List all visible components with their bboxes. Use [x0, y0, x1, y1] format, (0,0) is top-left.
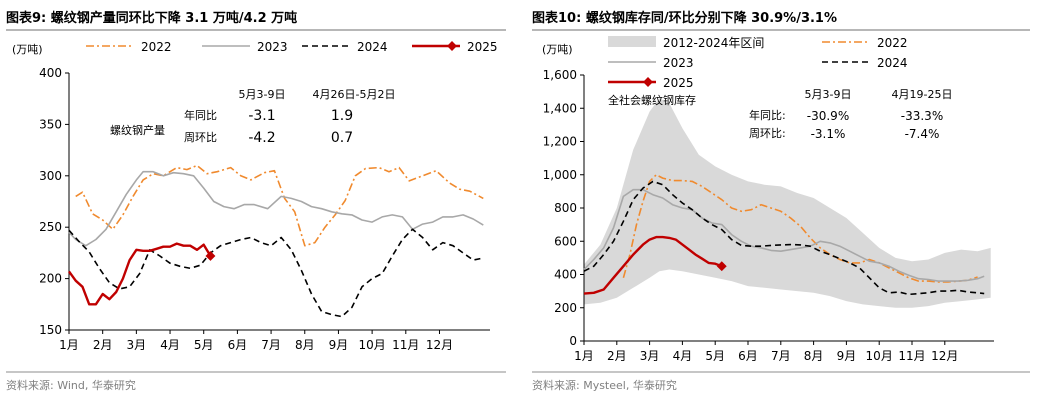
y-tick-label: 800 — [554, 201, 577, 215]
chart-title-prefix: 图表10: — [532, 10, 586, 26]
chart-title: 图表9: 螺纹钢产量同环比下降 3.1 万吨/4.2 万吨 — [6, 10, 297, 26]
annotation-header-previous: 4月19-25日 — [892, 88, 953, 101]
legend-marker-2025 — [447, 41, 457, 51]
chart-title-text: 螺纹钢库存同/环比分别下降 30.9%/3.1% — [586, 10, 837, 26]
y-tick-label: 150 — [39, 323, 62, 337]
legend-label: 2023 — [663, 56, 694, 70]
x-tick-label: 5月 — [705, 349, 725, 363]
chart-title-prefix: 图表9: — [6, 10, 51, 26]
legend-label: 2022 — [877, 36, 908, 50]
x-tick-label: 1月 — [574, 349, 594, 363]
y-tick-label: 250 — [39, 220, 62, 234]
annotation-value-current: -3.1% — [811, 127, 846, 141]
legend-label: 2025 — [467, 40, 498, 54]
annotation-value-current: -3.1 — [248, 108, 275, 124]
annotation-value-previous: 0.7 — [331, 130, 353, 146]
x-tick-label: 7月 — [261, 338, 281, 352]
x-tick-label: 6月 — [228, 338, 248, 352]
annotation-row-label: 周环比: — [749, 127, 786, 140]
y-axis-unit: (万吨) — [12, 43, 43, 56]
legend-label: 2024 — [877, 56, 908, 70]
series-line-2025 — [583, 235, 723, 295]
y-tick-label: 1,000 — [543, 168, 577, 182]
series-line-2022 — [622, 174, 978, 283]
y-tick-label: 200 — [554, 301, 577, 315]
annotation-value-current: -30.9% — [807, 109, 849, 123]
x-tick-label: 1月 — [59, 338, 79, 352]
legend-marker-2025 — [643, 77, 653, 87]
source-note: 资料来源: Wind, 华泰研究 — [6, 378, 136, 392]
x-tick-label: 10月 — [358, 338, 385, 352]
x-tick-label: 4月 — [673, 349, 693, 363]
annotation-row-label: 年同比 — [184, 108, 217, 122]
legend-label: 2012-2024年区间 — [663, 36, 764, 50]
x-tick-label: 11月 — [898, 349, 925, 363]
legend-label: 2023 — [257, 40, 288, 54]
x-tick-label: 12月 — [426, 338, 453, 352]
y-tick-label: 400 — [554, 268, 577, 282]
annotation-header-previous: 4月26日-5月2日 — [313, 88, 396, 101]
annotation-value-previous: -33.3% — [901, 109, 943, 123]
x-tick-label: 8月 — [295, 338, 315, 352]
y-axis-unit: (万吨) — [542, 43, 573, 56]
x-tick-label: 2月 — [93, 338, 113, 352]
y-tick-label: 1,200 — [543, 135, 577, 149]
range-band — [584, 98, 991, 308]
annotation-value-previous: 1.9 — [331, 108, 353, 124]
x-tick-label: 5月 — [194, 338, 214, 352]
series-end-marker-2025 — [205, 251, 216, 261]
x-tick-label: 4月 — [160, 338, 180, 352]
x-tick-label: 7月 — [771, 349, 791, 363]
annotation-row-label: 年同比: — [749, 108, 786, 122]
x-tick-label: 2月 — [607, 349, 627, 363]
annotation-value-current: -4.2 — [248, 130, 275, 146]
x-tick-label: 8月 — [804, 349, 824, 363]
source-note: 资料来源: Mysteel, 华泰研究 — [532, 378, 677, 392]
x-tick-label: 3月 — [127, 338, 147, 352]
y-tick-label: 1,400 — [543, 101, 577, 115]
x-tick-label: 9月 — [837, 349, 857, 363]
y-tick-label: 1,600 — [543, 68, 577, 82]
x-tick-label: 6月 — [738, 349, 758, 363]
annotation-row-label: 周环比 — [184, 131, 217, 144]
chart-title: 图表10: 螺纹钢库存同/环比分别下降 30.9%/3.1% — [532, 10, 837, 26]
series-line-2024 — [68, 228, 484, 318]
legend-swatch-band — [608, 36, 656, 47]
series-line-2022 — [75, 164, 484, 247]
series-line-2025 — [68, 242, 212, 306]
chart-title-text: 螺纹钢产量同环比下降 3.1 万吨/4.2 万吨 — [51, 10, 297, 26]
chart-steel-output: 图表9: 螺纹钢产量同环比下降 3.1 万吨/4.2 万吨 (万吨) 150 200 2… — [6, 10, 506, 392]
annotation-header-current: 5月3-9日 — [239, 88, 286, 101]
legend-label: 2024 — [357, 40, 388, 54]
legend-label: 2022 — [141, 40, 172, 54]
annotation-group-label: 螺纹钢产量 — [110, 123, 165, 137]
x-tick-label: 12月 — [931, 349, 958, 363]
x-tick-label: 11月 — [392, 338, 419, 352]
series-line-2023 — [68, 170, 484, 247]
y-tick-label: 600 — [554, 234, 577, 248]
y-tick-label: 350 — [39, 117, 62, 131]
chart-steel-inventory: 图表10: 螺纹钢库存同/环比分别下降 30.9%/3.1% (万吨) 0 200 40… — [532, 10, 1030, 392]
x-tick-label: 3月 — [640, 349, 660, 363]
y-tick-label: 400 — [39, 66, 62, 80]
series-line-2023 — [583, 188, 985, 282]
x-tick-label: 9月 — [329, 338, 349, 352]
annotation-header-current: 5月3-9日 — [805, 88, 852, 101]
y-tick-label: 300 — [39, 169, 62, 183]
y-tick-label: 200 — [39, 272, 62, 286]
y-tick-label: 0 — [569, 334, 577, 348]
series-line-2024 — [583, 180, 985, 296]
x-tick-label: 10月 — [866, 349, 893, 363]
legend-label: 2025 — [663, 76, 694, 90]
annotation-group-label: 全社会螺纹钢库存 — [608, 93, 696, 107]
annotation-value-previous: -7.4% — [905, 127, 940, 141]
